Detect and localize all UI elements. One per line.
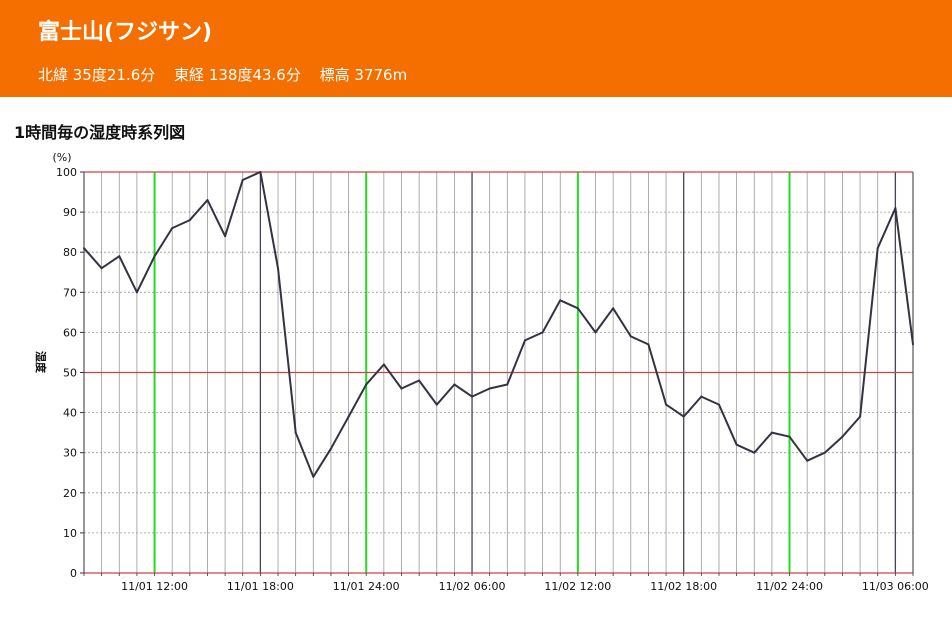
data-point	[576, 307, 579, 310]
x-tick-label: 11/01 24:00	[333, 580, 400, 593]
series-layer	[83, 171, 914, 478]
station-info: 北緯 35度21.6分 東経 138度43.6分 標高 3776m	[38, 64, 421, 85]
y-tick-label: 100	[56, 166, 77, 179]
x-tick-label: 11/02 24:00	[756, 580, 823, 593]
y-tick-label: 90	[63, 206, 77, 219]
y-unit-label: (%)	[52, 151, 71, 164]
x-tick-label: 11/03 06:00	[862, 580, 929, 593]
x-tick-label: 11/02 18:00	[650, 580, 717, 593]
data-point	[629, 335, 632, 338]
station-name: 富士山(フジサン)	[38, 20, 213, 45]
data-point	[541, 331, 544, 334]
y-tick-label: 70	[63, 286, 77, 299]
data-point	[841, 435, 844, 438]
data-point	[329, 447, 332, 450]
data-point	[347, 415, 350, 418]
data-point	[735, 443, 738, 446]
data-point	[171, 227, 174, 230]
data-point	[277, 267, 280, 270]
y-tick-label: 50	[63, 367, 77, 380]
data-point	[488, 387, 491, 390]
data-point	[717, 403, 720, 406]
y-tick-label: 60	[63, 326, 77, 339]
data-point	[400, 387, 403, 390]
x-tick-label: 11/02 06:00	[439, 580, 506, 593]
x-ticks: 11/01 12:00 11/01 18:00 11/01 24:00 11/02 0…	[83, 573, 929, 593]
data-point	[135, 291, 138, 294]
data-point	[453, 383, 456, 386]
data-point	[647, 343, 650, 346]
data-point	[188, 219, 191, 222]
data-point	[100, 267, 103, 270]
y-tick-label: 30	[63, 447, 77, 460]
data-point	[788, 435, 791, 438]
data-point	[894, 207, 897, 210]
chart-title: 1時間毎の湿度時系列図	[14, 123, 186, 142]
data-point	[682, 415, 685, 418]
data-point	[559, 299, 562, 302]
y-tick-label: 80	[63, 246, 77, 259]
data-point	[153, 255, 156, 258]
y-tick-label: 10	[63, 527, 77, 540]
humidity-line	[83, 171, 914, 478]
data-point	[823, 451, 826, 454]
data-point	[382, 363, 385, 366]
data-point	[912, 343, 914, 346]
x-tick-label: 11/01 18:00	[227, 580, 294, 593]
data-point	[700, 395, 703, 398]
data-point	[294, 431, 297, 434]
data-point	[806, 459, 809, 462]
y-tick-label: 40	[63, 407, 77, 420]
data-point	[471, 395, 474, 398]
data-point	[506, 383, 509, 386]
data-point	[365, 383, 368, 386]
data-point	[859, 415, 862, 418]
data-point	[312, 475, 315, 478]
reference-lines	[84, 171, 913, 574]
data-point	[753, 451, 756, 454]
data-point	[206, 199, 209, 202]
x-tick-label: 11/01 12:00	[121, 580, 188, 593]
data-point	[83, 247, 85, 250]
data-point	[594, 331, 597, 334]
longitude: 東経 138度43.6分	[174, 66, 301, 84]
data-point	[770, 431, 773, 434]
data-point	[118, 255, 121, 258]
latitude: 北緯 35度21.6分	[38, 66, 156, 84]
data-point	[523, 339, 526, 342]
data-point	[418, 379, 421, 382]
y-ticks: 0 10 20 30 40 50 60 70 80 90 100	[56, 166, 84, 580]
data-point	[435, 403, 438, 406]
data-point	[224, 235, 227, 238]
data-point	[612, 307, 615, 310]
y-tick-label: 20	[63, 487, 77, 500]
data-point	[259, 171, 262, 173]
y-tick-label: 0	[70, 567, 77, 580]
data-point	[665, 403, 668, 406]
station-header: 富士山(フジサン) 北緯 35度21.6分 東経 138度43.6分 標高 37…	[0, 0, 952, 97]
data-point	[241, 179, 244, 182]
x-tick-label: 11/02 12:00	[544, 580, 611, 593]
elevation: 標高 3776m	[319, 66, 408, 84]
data-point	[876, 247, 879, 250]
y-axis-label: 湿度	[34, 351, 48, 374]
